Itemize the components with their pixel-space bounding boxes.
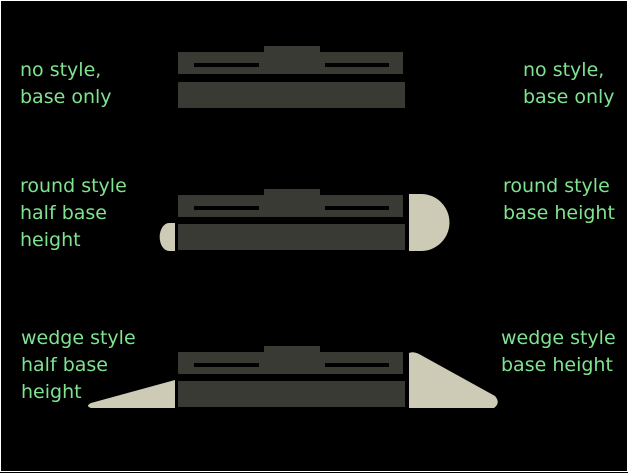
base-block (176, 222, 407, 252)
round-foot-left (159, 223, 175, 251)
label-line: base only (20, 86, 112, 108)
rail-slot-right (325, 363, 389, 367)
label-line: wedge style (21, 327, 136, 349)
rail-slot-left (194, 63, 259, 67)
top-rail (176, 344, 405, 376)
label-line: no style, (20, 59, 102, 81)
label-line: no style, (523, 59, 605, 81)
round-style-assembly (159, 187, 450, 252)
label-line: half base (21, 354, 108, 376)
label-line: height (21, 381, 82, 403)
rail-slot-left (194, 206, 259, 210)
label-no-style-right: no style, base only (523, 57, 615, 111)
label-line: base height (501, 354, 613, 376)
label-line: base height (503, 202, 615, 224)
top-rail (176, 44, 405, 76)
label-round-style-left: round style half base height (20, 173, 127, 254)
label-line: round style (503, 175, 610, 197)
wedge-foot-right (409, 352, 498, 408)
round-foot-right (409, 194, 450, 251)
label-line: wedge style (501, 327, 616, 349)
base-block (176, 80, 407, 110)
label-wedge-style-right: wedge style base height (501, 325, 616, 379)
top-rail (176, 187, 405, 219)
base-block (176, 379, 407, 409)
label-line: base only (523, 86, 615, 108)
label-no-style-left: no style, base only (20, 57, 112, 111)
label-round-style-right: round style base height (503, 173, 615, 227)
rail-slot-right (325, 63, 389, 67)
label-wedge-style-left: wedge style half base height (21, 325, 136, 406)
rail-slot-right (325, 206, 389, 210)
label-line: half base (20, 202, 107, 224)
no-style-assembly (176, 44, 407, 110)
wedge-style-assembly (88, 344, 498, 409)
label-line: round style (20, 175, 127, 197)
wedge-foot-left (88, 380, 175, 408)
label-line: height (20, 229, 81, 251)
rail-slot-left (194, 363, 259, 367)
